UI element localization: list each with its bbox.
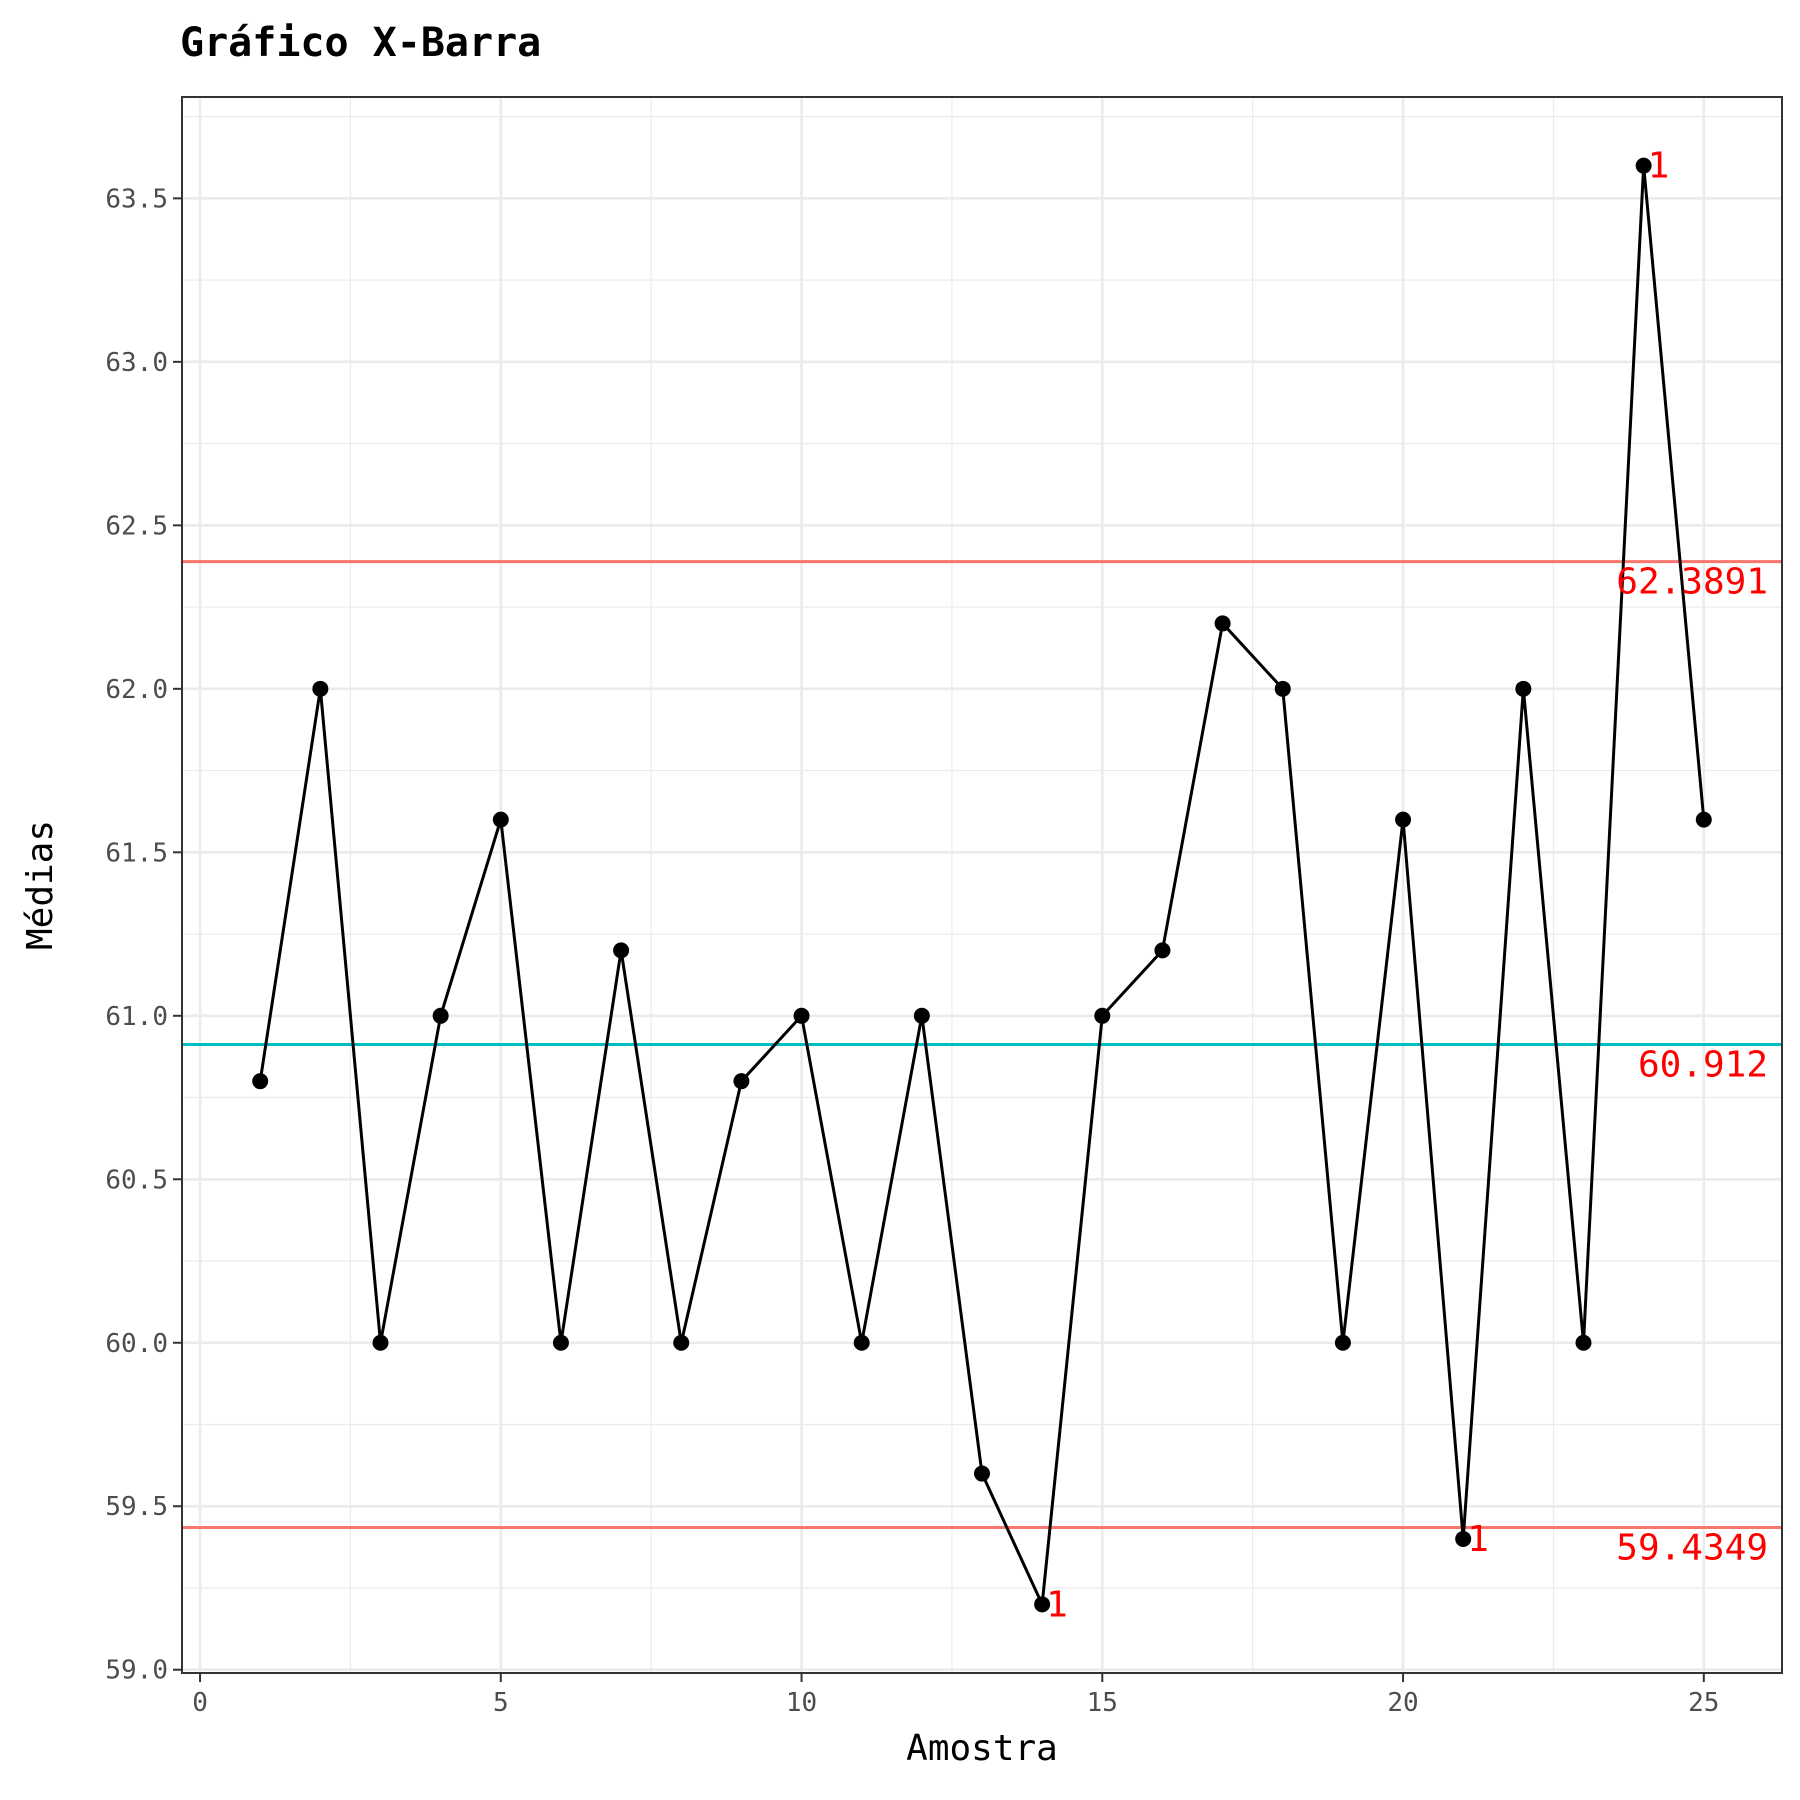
data-point xyxy=(613,942,630,959)
data-point xyxy=(1274,680,1291,697)
data-point xyxy=(1334,1334,1351,1351)
reference-label: 59.4349 xyxy=(1616,1528,1768,1569)
grid-minor xyxy=(182,97,1782,1673)
data-point xyxy=(552,1334,569,1351)
data-point xyxy=(1515,680,1532,697)
chart-title: Gráfico X-Barra xyxy=(180,20,541,66)
out-of-control-flags: 1 1 1 xyxy=(1046,146,1669,1626)
reference-lines xyxy=(182,560,1782,1530)
data-point xyxy=(853,1334,870,1351)
plot-panel: 62.3891 60.912 59.4349 1 1 1 xyxy=(181,96,1783,1674)
y-tick-label: 59.0 xyxy=(105,1656,168,1686)
plot-background xyxy=(182,97,1782,1673)
y-tick-label: 63.5 xyxy=(105,184,168,214)
x-axis-title: Amostra xyxy=(906,1728,1058,1769)
data-point xyxy=(1034,1596,1051,1613)
data-point xyxy=(913,1007,930,1024)
plot-border xyxy=(181,96,1783,1674)
x-tick-label: 0 xyxy=(192,1688,208,1718)
x-tick-label: 15 xyxy=(1087,1688,1118,1718)
data-point xyxy=(1094,1007,1111,1024)
data-point xyxy=(1575,1334,1592,1351)
data-point xyxy=(252,1073,269,1090)
data-point xyxy=(492,811,509,828)
data-point xyxy=(1455,1530,1472,1547)
data-point xyxy=(432,1007,449,1024)
data-point xyxy=(1395,811,1412,828)
data-point xyxy=(1214,615,1231,632)
data-point xyxy=(974,1465,990,1482)
data-point xyxy=(733,1073,750,1090)
y-tick-label: 60.0 xyxy=(105,1329,168,1359)
flag-label: 1 xyxy=(1046,1584,1068,1625)
data-point xyxy=(312,680,329,697)
reference-labels: 62.3891 60.912 59.4349 xyxy=(1616,562,1768,1569)
reference-label: 60.912 xyxy=(1638,1045,1768,1086)
data-point xyxy=(673,1334,690,1351)
y-tick-label: 61.0 xyxy=(105,1002,168,1032)
grid-major xyxy=(182,97,1782,1673)
y-tick-label: 63.0 xyxy=(105,348,168,378)
reference-label: 62.3891 xyxy=(1616,562,1768,603)
data-point xyxy=(1635,157,1652,174)
y-tick-label: 60.5 xyxy=(105,1165,168,1195)
flag-label: 1 xyxy=(1648,146,1670,187)
x-tick-label: 5 xyxy=(493,1688,509,1718)
x-tick-label: 25 xyxy=(1688,1688,1719,1718)
x-axis: 0 5 10 15 20 25 xyxy=(192,1673,1719,1718)
x-tick-label: 10 xyxy=(786,1688,817,1718)
y-tick-label: 62.5 xyxy=(105,511,168,541)
data-point xyxy=(1154,942,1171,959)
y-tick-label: 59.5 xyxy=(105,1492,168,1522)
data-point xyxy=(372,1334,389,1351)
y-axis: 59.0 59.5 60.0 60.5 61.0 61.5 62.0 62.5 63.0 63.5 xyxy=(105,184,182,1686)
y-axis-title: Médias xyxy=(20,820,61,950)
y-tick-label: 61.5 xyxy=(105,838,168,868)
y-tick-label: 62.0 xyxy=(105,675,168,705)
data-point xyxy=(793,1007,810,1024)
data-point xyxy=(1695,811,1712,828)
data-points xyxy=(252,157,1712,1613)
flag-label: 1 xyxy=(1467,1519,1489,1560)
x-tick-label: 20 xyxy=(1387,1688,1418,1718)
